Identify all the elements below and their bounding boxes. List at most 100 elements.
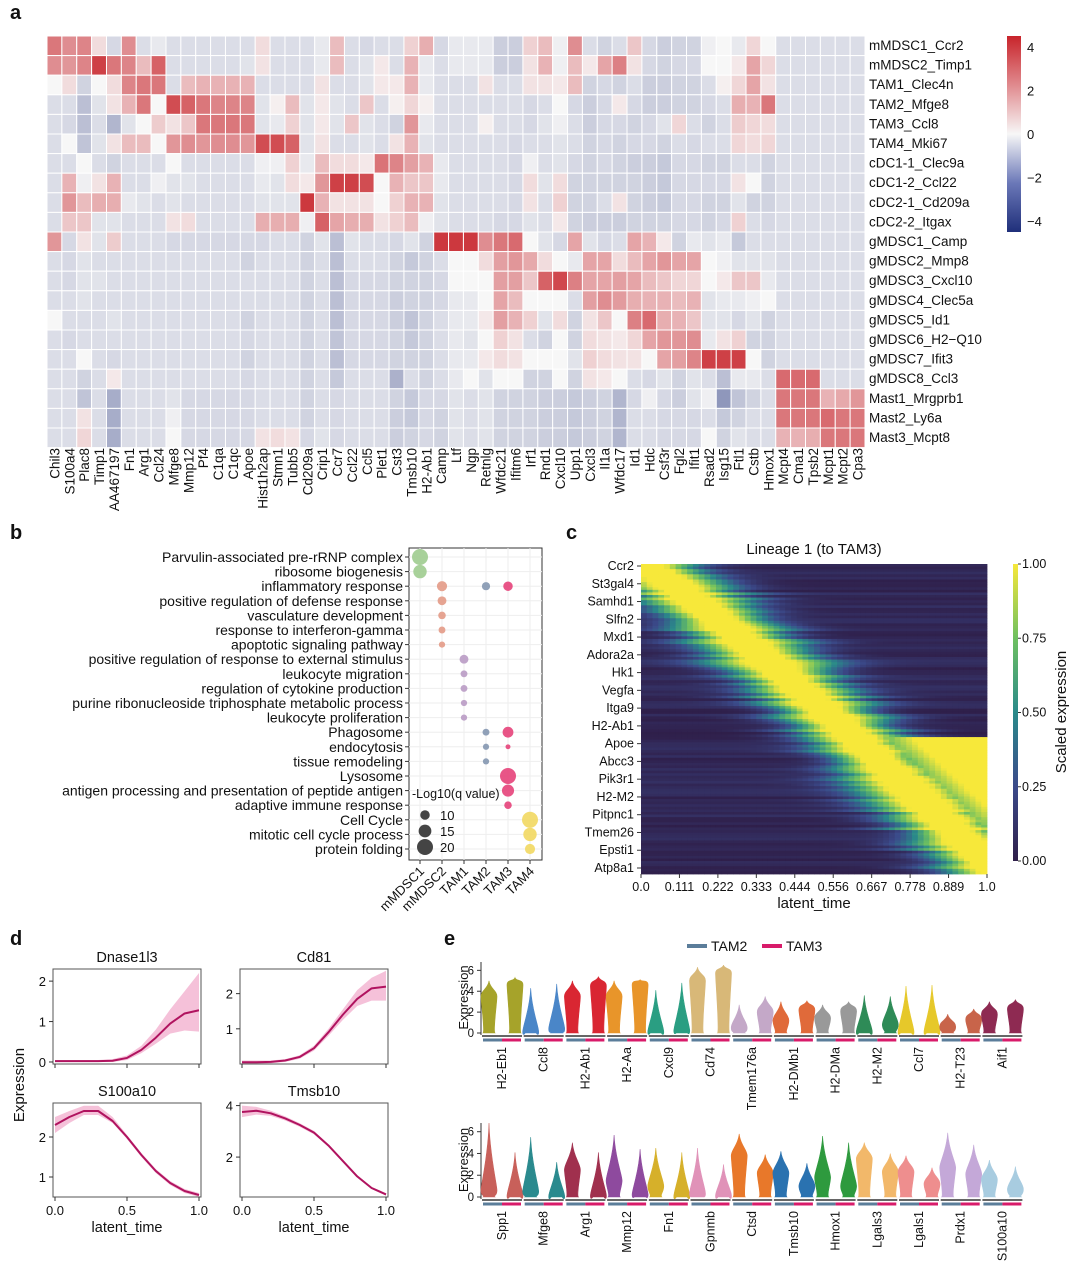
expression-cell (912, 672, 919, 676)
expression-cell (929, 576, 936, 580)
heatmap-cell (552, 388, 569, 409)
expression-cell (906, 641, 913, 645)
expression-cell (860, 566, 867, 570)
expression-cell (664, 646, 671, 650)
heatmap-cell (567, 133, 583, 155)
heatmap-cell (477, 309, 494, 331)
expression-cell (773, 628, 780, 632)
heatmap-cell (269, 270, 286, 292)
heatmap-cell (611, 407, 628, 429)
expression-cell (854, 623, 861, 627)
go-term-label: positive regulation of defense response (159, 593, 403, 609)
heatmap-cell (403, 211, 420, 233)
heatmap-cell (46, 231, 63, 253)
expression-cell (894, 626, 901, 629)
expression-cell (906, 682, 913, 686)
expression-cell (733, 680, 740, 684)
expression-cell (819, 564, 826, 567)
heatmap-cell (224, 113, 241, 135)
heatmap-cell (700, 388, 717, 409)
expression-cell (750, 626, 757, 629)
expression-cell (883, 711, 890, 715)
expression-cell (929, 646, 936, 650)
expression-cell (646, 672, 653, 676)
expression-cell (773, 675, 780, 679)
expression-cell (646, 638, 653, 642)
expression-cell (814, 654, 821, 658)
expression-cell (733, 713, 740, 717)
expression-cell (773, 631, 780, 635)
expression-cell (865, 579, 873, 583)
expression-cell (704, 700, 711, 704)
expression-cell (963, 703, 971, 707)
expression-cell (767, 708, 775, 712)
expression-cell (975, 711, 982, 715)
expression-cell (779, 638, 786, 642)
heatmap-cell (537, 94, 554, 115)
heatmap-cell (596, 172, 613, 194)
heatmap-cell (462, 329, 479, 351)
expression-cell (912, 574, 919, 578)
heatmap-cell (180, 35, 197, 57)
expression-cell (831, 607, 838, 611)
expression-cell (860, 589, 867, 593)
heatmap-cell (686, 192, 702, 213)
expression-cell (952, 576, 959, 580)
expression-cell (958, 638, 965, 642)
expression-cell (704, 579, 711, 583)
expression-cell (842, 682, 849, 686)
heatmap-cell (537, 251, 554, 272)
expression-cell (756, 667, 763, 671)
expression-cell (935, 571, 942, 575)
expression-cell (773, 703, 780, 707)
expression-cell (912, 605, 919, 609)
expression-cell (952, 600, 959, 604)
expression-cell (727, 693, 734, 697)
heatmap-cell (567, 270, 583, 292)
expression-cell (935, 579, 942, 583)
expression-cell (865, 693, 873, 697)
expression-cell (906, 651, 913, 655)
expression-cell (704, 595, 711, 598)
expression-cell (877, 600, 884, 604)
expression-cell (923, 688, 930, 691)
expression-cell (669, 589, 676, 593)
expression-cell (785, 579, 792, 583)
expression-cell (756, 703, 763, 707)
expression-cell (958, 700, 965, 704)
expression-cell (669, 564, 676, 567)
heatmap-cell (343, 231, 360, 253)
heatmap-cell (641, 153, 658, 174)
heatmap-cell (314, 329, 331, 351)
expression-cell (721, 615, 728, 619)
expression-cell (779, 641, 786, 645)
expression-cell (675, 664, 682, 668)
expression-cell (669, 651, 676, 655)
expression-cell (825, 579, 832, 583)
expression-cell (917, 623, 924, 627)
expression-cell (744, 698, 751, 702)
expression-cell (814, 600, 821, 604)
expression-cell (744, 654, 751, 658)
expression-cell (883, 566, 890, 570)
expression-cell (698, 698, 705, 702)
expression-cell (744, 649, 751, 653)
expression-cell (860, 607, 867, 611)
expression-cell (641, 571, 648, 575)
expression-cell (658, 677, 665, 681)
heatmap-cell (269, 388, 286, 409)
heatmap-cell (61, 368, 78, 390)
expression-cell (675, 592, 682, 596)
expression-cell (664, 571, 671, 575)
expression-cell (727, 602, 734, 606)
heatmap-cell (805, 211, 821, 233)
heatmap-cell (760, 290, 777, 311)
heatmap-cell (745, 290, 762, 311)
expression-cell (802, 615, 809, 619)
expression-cell (790, 620, 798, 624)
expression-cell (917, 615, 924, 619)
dot-tam3 (505, 744, 511, 750)
expression-cell (929, 713, 936, 717)
heatmap-cell (507, 329, 524, 351)
